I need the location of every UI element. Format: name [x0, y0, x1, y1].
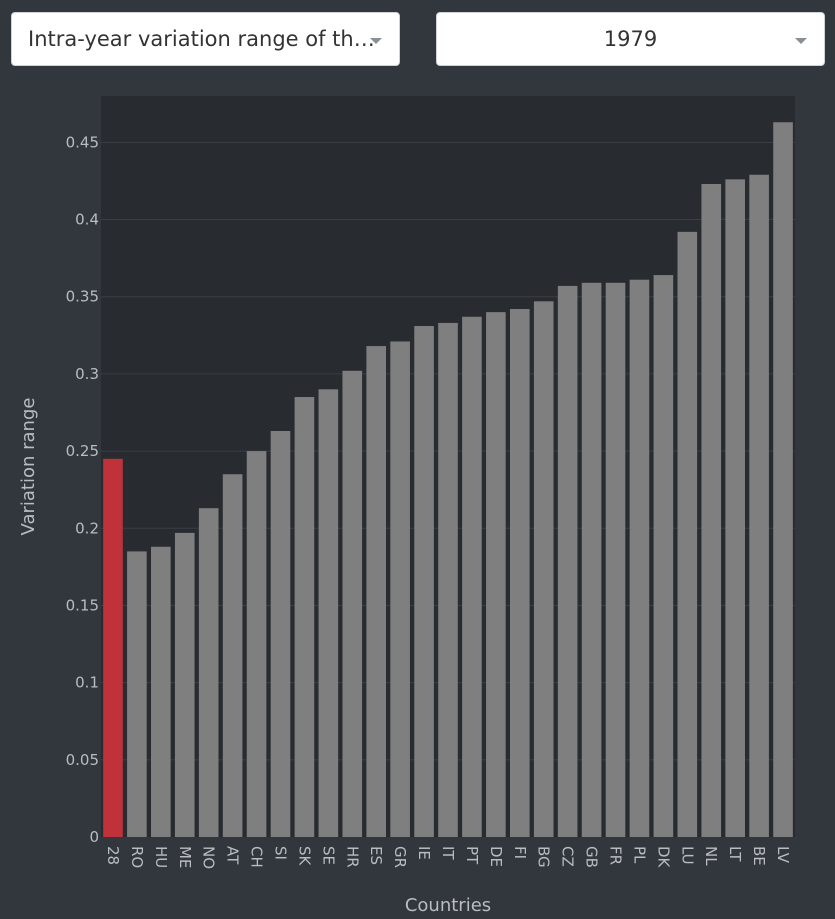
y-axis-title: Variation range	[18, 398, 39, 536]
x-tick-label: SE	[319, 846, 337, 865]
x-tick-label: FI	[511, 846, 529, 859]
bar-pt[interactable]	[462, 316, 482, 838]
x-tick-label: PT	[463, 846, 481, 865]
y-tick-label: 0.25	[66, 442, 99, 460]
bar-cz[interactable]	[557, 285, 578, 838]
bar-es[interactable]	[366, 346, 387, 837]
bar-lv[interactable]	[773, 122, 793, 837]
bar-no[interactable]	[198, 508, 219, 837]
bar-fr[interactable]	[605, 282, 626, 837]
x-tick-label: LU	[678, 846, 696, 865]
x-tick-label: DE	[487, 846, 505, 867]
y-tick-label: 0.1	[75, 674, 99, 692]
x-tick-label: CH	[248, 846, 266, 868]
y-tick-label: 0.4	[75, 211, 99, 229]
bar-bg[interactable]	[533, 301, 554, 838]
x-tick-label: NL	[702, 846, 720, 866]
x-tick-label: CZ	[559, 846, 577, 867]
bar-se[interactable]	[318, 389, 339, 837]
x-axis-ticks: 28 RO HU ME NO AT CH SI SK SE HR ES GR IE IT PT DE FI BG CZ…	[104, 846, 792, 869]
x-tick-label: IT	[439, 846, 457, 860]
x-tick-label: DK	[654, 846, 672, 869]
bar-hu[interactable]	[151, 546, 171, 837]
y-tick-label: 0.15	[66, 596, 99, 614]
x-tick-label: NO	[200, 846, 218, 869]
x-tick-label: AT	[224, 846, 242, 865]
x-tick-label: SI	[271, 846, 289, 860]
y-tick-label: 0.3	[75, 365, 99, 383]
bar-ro[interactable]	[127, 551, 147, 837]
y-tick-label: 0.45	[66, 133, 99, 151]
bar-fi[interactable]	[509, 309, 530, 838]
bar-si[interactable]	[270, 430, 291, 837]
x-tick-label: GB	[583, 846, 601, 868]
y-axis-ticks: 0 0.05 0.1 0.15 0.2 0.25 0.3 0.35 0.4 0.45	[66, 133, 99, 846]
x-tick-label: 28	[104, 846, 122, 865]
chevron-down-icon[interactable]	[795, 38, 807, 44]
y-tick-label: 0	[89, 828, 99, 846]
bar-ch[interactable]	[246, 451, 267, 837]
bar-nl[interactable]	[701, 183, 722, 837]
bar-lt[interactable]	[725, 179, 745, 838]
x-tick-label: FR	[607, 846, 625, 865]
bar-gb[interactable]	[581, 282, 602, 837]
bar-it[interactable]	[438, 322, 458, 837]
bar-sk[interactable]	[294, 397, 315, 837]
x-tick-label: IE	[415, 846, 433, 860]
x-tick-label: BE	[750, 846, 768, 866]
y-tick-label: 0.05	[66, 751, 99, 769]
bar-hr[interactable]	[342, 370, 363, 837]
bar-de[interactable]	[486, 312, 506, 837]
x-tick-label: BG	[535, 846, 553, 868]
x-tick-label: LT	[726, 846, 744, 862]
x-tick-label: ME	[176, 846, 194, 868]
bar-28[interactable]	[103, 458, 123, 837]
bar-lu[interactable]	[677, 231, 698, 838]
year-dropdown[interactable]: 1979	[436, 12, 825, 66]
x-tick-label: HU	[152, 846, 170, 868]
x-tick-label: PL	[630, 846, 648, 864]
bar-be[interactable]	[749, 174, 769, 837]
x-tick-label: RO	[128, 846, 146, 868]
x-axis-title: Countries	[405, 895, 491, 916]
x-tick-label: GR	[391, 846, 409, 868]
bar-gr[interactable]	[390, 341, 410, 837]
x-tick-label: ES	[367, 846, 385, 865]
bar-pl[interactable]	[629, 279, 650, 837]
metric-dropdown[interactable]: Intra-year variation range of the...	[11, 12, 400, 66]
bar-ie[interactable]	[414, 326, 434, 837]
x-tick-label: HR	[343, 846, 361, 868]
bar-dk[interactable]	[653, 275, 674, 837]
chevron-down-icon[interactable]	[370, 38, 382, 44]
bars	[103, 122, 793, 838]
x-tick-label: SK	[295, 846, 313, 867]
x-tick-label: LV	[774, 846, 792, 864]
bar-at[interactable]	[222, 474, 243, 837]
y-tick-label: 0.35	[66, 288, 99, 306]
bar-me[interactable]	[174, 532, 195, 837]
y-tick-label: 0.2	[75, 519, 99, 537]
